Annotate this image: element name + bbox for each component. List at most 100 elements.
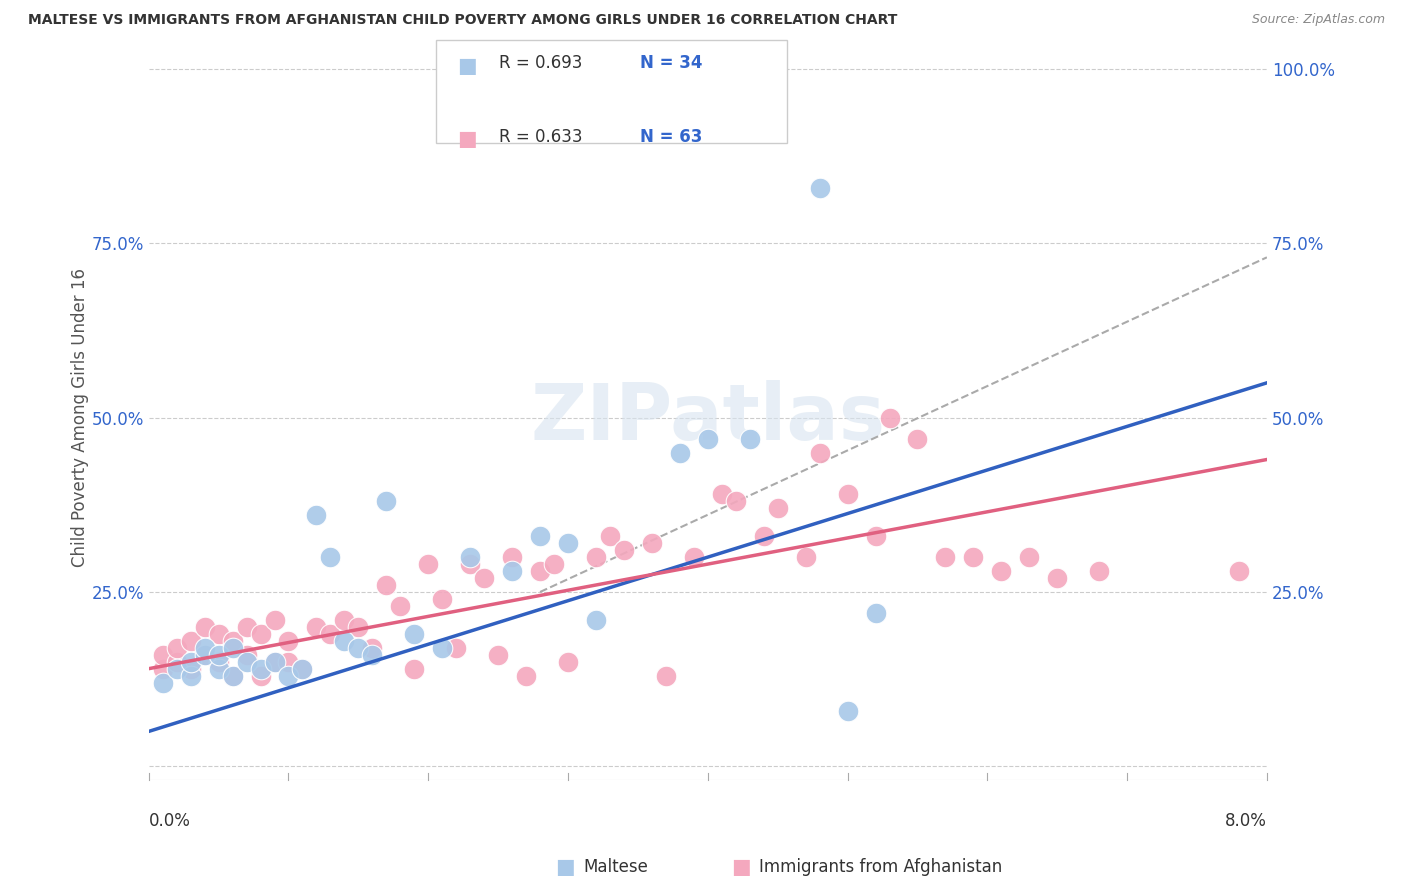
Point — [166, 662, 188, 676]
Point — [837, 704, 859, 718]
Text: 8.0%: 8.0% — [1225, 812, 1267, 830]
Point — [808, 180, 831, 194]
Point — [1227, 564, 1250, 578]
Point — [529, 564, 551, 578]
Text: Maltese: Maltese — [583, 858, 648, 876]
Point — [515, 668, 537, 682]
Point — [180, 662, 202, 676]
Point — [291, 662, 314, 676]
Point — [696, 432, 718, 446]
Text: ■: ■ — [457, 56, 477, 76]
Point — [458, 550, 481, 565]
Point — [207, 662, 229, 676]
Point — [557, 536, 579, 550]
Point — [319, 550, 342, 565]
Point — [585, 613, 607, 627]
Point — [361, 640, 384, 655]
Point — [207, 627, 229, 641]
Point — [962, 550, 984, 565]
Point — [444, 640, 467, 655]
Point — [669, 445, 692, 459]
Point — [655, 668, 678, 682]
Point — [808, 445, 831, 459]
Point — [557, 655, 579, 669]
Point — [249, 662, 271, 676]
Point — [529, 529, 551, 543]
Point — [543, 557, 565, 571]
Point — [375, 494, 398, 508]
Point — [194, 648, 217, 662]
Point — [738, 432, 761, 446]
Text: R = 0.693: R = 0.693 — [499, 54, 582, 72]
Point — [613, 543, 636, 558]
Point — [277, 633, 299, 648]
Point — [180, 668, 202, 682]
Point — [907, 432, 929, 446]
Point — [347, 640, 370, 655]
Point — [501, 550, 523, 565]
Point — [277, 655, 299, 669]
Point — [724, 494, 747, 508]
Text: Source: ZipAtlas.com: Source: ZipAtlas.com — [1251, 13, 1385, 27]
Point — [879, 410, 901, 425]
Y-axis label: Child Poverty Among Girls Under 16: Child Poverty Among Girls Under 16 — [72, 268, 89, 567]
Text: R = 0.633: R = 0.633 — [499, 128, 582, 145]
Text: 0.0%: 0.0% — [149, 812, 191, 830]
Point — [865, 529, 887, 543]
Point — [263, 613, 285, 627]
Point — [263, 655, 285, 669]
Text: ZIPatlas: ZIPatlas — [530, 380, 886, 456]
Point — [194, 640, 217, 655]
Point — [180, 655, 202, 669]
Point — [472, 571, 495, 585]
Point — [752, 529, 775, 543]
Point — [319, 627, 342, 641]
Text: ■: ■ — [457, 129, 477, 149]
Point — [585, 550, 607, 565]
Point — [263, 655, 285, 669]
Point — [404, 662, 426, 676]
Point — [1088, 564, 1111, 578]
Point — [347, 620, 370, 634]
Point — [305, 508, 328, 523]
Point — [291, 662, 314, 676]
Point — [990, 564, 1012, 578]
Text: ■: ■ — [731, 857, 751, 877]
Point — [1046, 571, 1069, 585]
Point — [641, 536, 664, 550]
Point — [432, 591, 454, 606]
Point — [221, 668, 243, 682]
Point — [333, 613, 356, 627]
Point — [235, 655, 257, 669]
Point — [166, 655, 188, 669]
Point — [221, 633, 243, 648]
Point — [277, 668, 299, 682]
Point — [418, 557, 440, 571]
Point — [599, 529, 621, 543]
Point — [1018, 550, 1040, 565]
Point — [194, 620, 217, 634]
Text: Immigrants from Afghanistan: Immigrants from Afghanistan — [759, 858, 1002, 876]
Point — [865, 606, 887, 620]
Point — [837, 487, 859, 501]
Point — [235, 648, 257, 662]
Text: N = 34: N = 34 — [640, 54, 702, 72]
Point — [361, 648, 384, 662]
Text: ■: ■ — [555, 857, 575, 877]
Point — [794, 550, 817, 565]
Point — [249, 668, 271, 682]
Text: MALTESE VS IMMIGRANTS FROM AFGHANISTAN CHILD POVERTY AMONG GIRLS UNDER 16 CORREL: MALTESE VS IMMIGRANTS FROM AFGHANISTAN C… — [28, 13, 897, 28]
Point — [166, 640, 188, 655]
Point — [194, 648, 217, 662]
Point — [766, 501, 789, 516]
Point — [934, 550, 956, 565]
Point — [682, 550, 704, 565]
Text: N = 63: N = 63 — [640, 128, 702, 145]
Point — [207, 655, 229, 669]
Point — [249, 627, 271, 641]
Point — [152, 662, 174, 676]
Point — [207, 648, 229, 662]
Point — [432, 640, 454, 655]
Point — [333, 633, 356, 648]
Point — [305, 620, 328, 634]
